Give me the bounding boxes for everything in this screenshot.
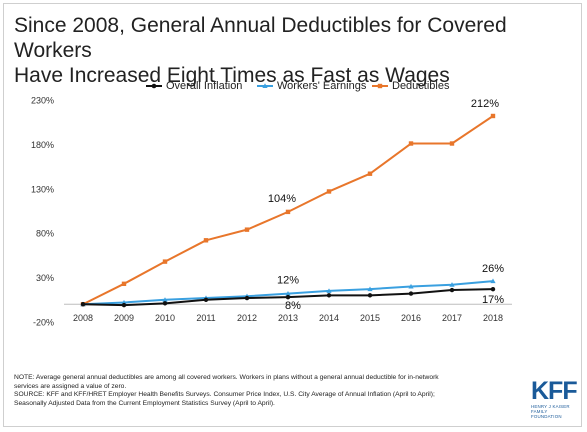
y-tick-label: 230% (31, 96, 54, 106)
legend-label: Workers' Earnings (277, 80, 367, 92)
logo-subtitle-1: HENRY J KAISER (531, 404, 570, 409)
legend-line-triangle-icon (257, 83, 273, 88)
data-label: 12% (277, 275, 299, 287)
y-tick-label: -20% (33, 318, 54, 328)
data-point (449, 282, 455, 287)
note-line: NOTE: Average general annual deductibles… (14, 374, 439, 381)
data-point (408, 291, 414, 296)
data-point (121, 299, 127, 305)
x-tick-label: 2018 (483, 313, 503, 323)
data-label: 104% (268, 193, 296, 205)
data-point (285, 294, 291, 300)
data-point (490, 286, 496, 292)
logo-letters: KFF (531, 377, 578, 405)
note-line: SOURCE: KFF and KFF/HRET Employer Health… (14, 391, 435, 399)
note-line: services are assigned a value of zero. (14, 382, 127, 390)
note-line: Seasonally Adjusted Data from the Curren… (14, 399, 275, 407)
data-point (203, 238, 209, 243)
x-tick-label: 2014 (319, 313, 339, 323)
data-point (285, 209, 291, 215)
kff-logo: KFF HENRY J KAISER FAMILY FOUNDATION (531, 377, 578, 419)
x-tick-label: 2011 (196, 313, 215, 323)
data-label: 17% (482, 294, 504, 306)
y-tick-label: 180% (31, 140, 54, 150)
legend-line-circle-icon (146, 83, 162, 89)
legend-item-workers-earnings: Workers' Earnings (257, 80, 366, 92)
legend-line-square-icon (372, 83, 388, 89)
y-tick-label: 130% (31, 184, 54, 194)
x-tick-label: 2016 (401, 313, 421, 323)
data-point (367, 171, 373, 176)
chart-note: NOTE: Average general annual deductibles… (14, 374, 509, 408)
y-tick-label: 30% (36, 273, 54, 283)
data-point (162, 259, 168, 264)
x-tick-label: 2012 (237, 313, 257, 323)
data-point (367, 286, 373, 292)
data-point (285, 290, 291, 296)
legend-label: Deductibles (392, 80, 450, 92)
data-point (244, 295, 250, 301)
data-label: 212% (471, 98, 499, 110)
legend-item-overall-inflation: Overall Inflation (146, 80, 242, 92)
chart-title: Since 2008, General Annual Deductibles f… (14, 13, 574, 88)
data-point (490, 278, 496, 284)
x-tick-label: 2008 (73, 313, 93, 323)
y-tick-label: 80% (36, 229, 54, 239)
data-point (162, 297, 168, 302)
data-point (490, 113, 496, 119)
chart-frame (3, 3, 582, 427)
x-tick-label: 2015 (360, 313, 380, 323)
title-line-1: Since 2008, General Annual Deductibles f… (14, 14, 507, 62)
data-point (121, 302, 127, 308)
data-point (449, 287, 455, 293)
data-point (449, 141, 455, 146)
x-tick-label: 2010 (155, 313, 175, 323)
chart-legend: Overall Inflation Workers' Earnings Dedu… (0, 80, 587, 96)
x-tick-label: 2009 (114, 313, 134, 323)
x-tick-label: 2013 (278, 313, 298, 323)
title-line-2: Have Increased Eight Times as Fast as Wa… (14, 64, 450, 87)
data-point (121, 281, 127, 287)
legend-label: Overall Inflation (166, 80, 243, 92)
data-point (203, 297, 209, 302)
x-tick-label: 2017 (442, 313, 462, 323)
data-point (326, 189, 332, 194)
data-point (326, 293, 332, 298)
data-point (408, 283, 414, 289)
data-point (408, 141, 414, 146)
data-label: 8% (285, 300, 301, 312)
data-point (326, 288, 332, 293)
legend-item-deductibles: Deductibles (372, 80, 449, 92)
logo-subtitle-2: FAMILY FOUNDATION (531, 409, 562, 419)
data-point (162, 301, 168, 306)
data-point (80, 302, 86, 307)
data-point (367, 293, 373, 298)
data-point (244, 227, 250, 232)
data-label: 26% (482, 263, 504, 275)
